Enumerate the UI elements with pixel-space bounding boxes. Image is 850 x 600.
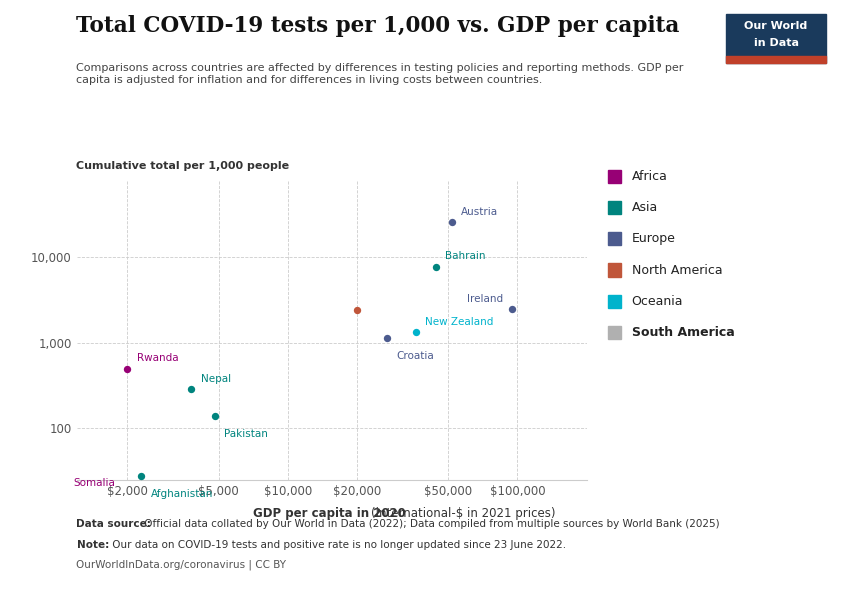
Text: (international-$ in 2021 prices): (international-$ in 2021 prices) xyxy=(371,507,556,520)
Text: OurWorldInData.org/coronavirus | CC BY: OurWorldInData.org/coronavirus | CC BY xyxy=(76,559,286,570)
Text: Austria: Austria xyxy=(462,206,498,217)
Text: GDP per capita in 2020: GDP per capita in 2020 xyxy=(253,507,410,520)
Text: Note:: Note: xyxy=(76,540,109,550)
Text: Afghanistan: Afghanistan xyxy=(150,488,212,499)
Text: Data source:: Data source: xyxy=(76,519,151,529)
Text: Africa: Africa xyxy=(632,170,667,183)
Text: in Data: in Data xyxy=(754,38,798,49)
Text: Asia: Asia xyxy=(632,201,658,214)
Text: Total COVID-19 tests per 1,000 vs. GDP per capita: Total COVID-19 tests per 1,000 vs. GDP p… xyxy=(76,15,680,37)
Point xyxy=(134,471,148,481)
Point xyxy=(57,458,71,467)
Text: Bahrain: Bahrain xyxy=(445,251,485,262)
Point xyxy=(121,365,134,374)
Text: Official data collated by Our World in Data (2022); Data compiled from multiple : Official data collated by Our World in D… xyxy=(141,519,720,529)
Point xyxy=(184,384,198,394)
Point xyxy=(208,411,222,421)
Text: South America: South America xyxy=(632,326,734,339)
Point xyxy=(506,304,519,314)
Text: Somalia: Somalia xyxy=(73,478,116,488)
Point xyxy=(350,305,364,315)
Text: Cumulative total per 1,000 people: Cumulative total per 1,000 people xyxy=(76,161,290,171)
Text: Ireland: Ireland xyxy=(467,293,503,304)
Text: Pakistan: Pakistan xyxy=(224,429,268,439)
Text: Comparisons across countries are affected by differences in testing policies and: Comparisons across countries are affecte… xyxy=(76,63,684,85)
Text: North America: North America xyxy=(632,263,722,277)
Text: Croatia: Croatia xyxy=(396,350,434,361)
Text: New Zealand: New Zealand xyxy=(425,317,493,326)
Text: Rwanda: Rwanda xyxy=(137,353,178,362)
Text: Our data on COVID-19 tests and positive rate is no longer updated since 23 June : Our data on COVID-19 tests and positive … xyxy=(109,540,566,550)
Text: Europe: Europe xyxy=(632,232,676,245)
Text: Nepal: Nepal xyxy=(201,374,230,384)
Point xyxy=(428,262,442,271)
Text: Our World: Our World xyxy=(745,21,808,31)
Point xyxy=(409,327,422,337)
Point xyxy=(380,333,394,343)
Text: Oceania: Oceania xyxy=(632,295,683,308)
Point xyxy=(445,217,459,227)
